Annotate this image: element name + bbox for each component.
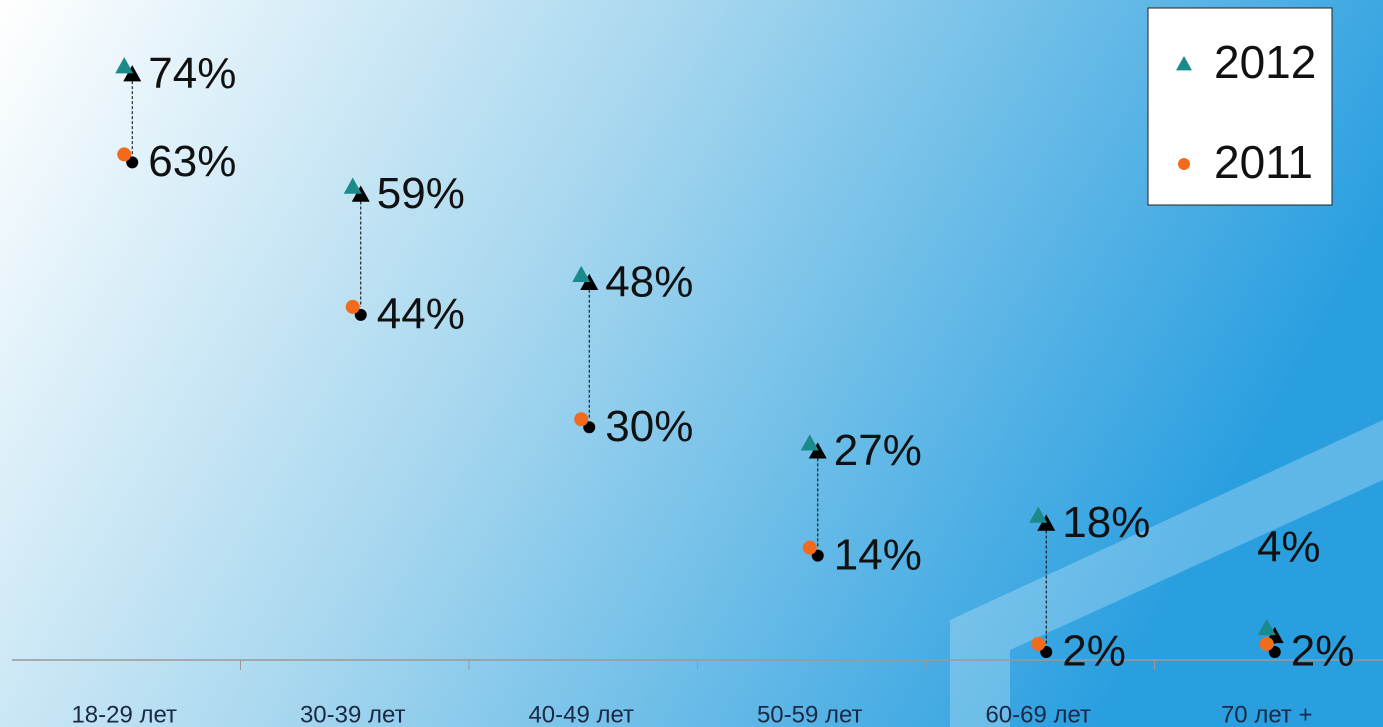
marker (345, 299, 360, 314)
value-label: 4% (1257, 523, 1321, 572)
value-label: 14% (834, 530, 922, 579)
marker (1031, 636, 1046, 651)
value-label: 30% (605, 402, 693, 451)
marker-shadow (354, 308, 367, 321)
value-label: 63% (148, 137, 236, 186)
legend-label: 2011 (1214, 136, 1313, 188)
marker (574, 412, 589, 427)
x-tick-label: 50-59 лет (757, 701, 863, 727)
marker-shadow (1268, 645, 1281, 658)
decor (950, 420, 1383, 727)
marker (117, 147, 132, 162)
x-tick-label: 40-49 лет (528, 701, 634, 727)
marker-shadow (126, 156, 139, 169)
marker (800, 434, 819, 451)
x-tick-label: 18-29 лет (71, 701, 177, 727)
value-label: 2% (1291, 627, 1355, 676)
marker-shadow (811, 549, 824, 562)
marker (1029, 506, 1048, 523)
marker (802, 540, 817, 555)
legend-marker (1176, 56, 1192, 71)
value-label: 44% (377, 290, 465, 339)
marker (1259, 636, 1274, 651)
value-label: 18% (1062, 498, 1150, 547)
x-tick-label: 60-69 лет (985, 701, 1091, 727)
value-label: 74% (148, 49, 236, 98)
value-label: 27% (834, 426, 922, 475)
marker-shadow (1040, 645, 1053, 658)
value-label: 2% (1062, 627, 1126, 676)
value-label: 48% (605, 257, 693, 306)
legend-marker (1178, 158, 1190, 170)
marker (343, 177, 362, 194)
marker-shadow (583, 421, 596, 434)
legend-box (1147, 7, 1333, 206)
value-label: 59% (377, 169, 465, 218)
x-tick-label: 30-39 лет (300, 701, 406, 727)
marker (572, 265, 591, 282)
marker (115, 57, 134, 74)
x-tick-label: 70 лет + (1221, 701, 1313, 727)
marker (1257, 618, 1276, 636)
legend-label: 2012 (1214, 36, 1316, 88)
